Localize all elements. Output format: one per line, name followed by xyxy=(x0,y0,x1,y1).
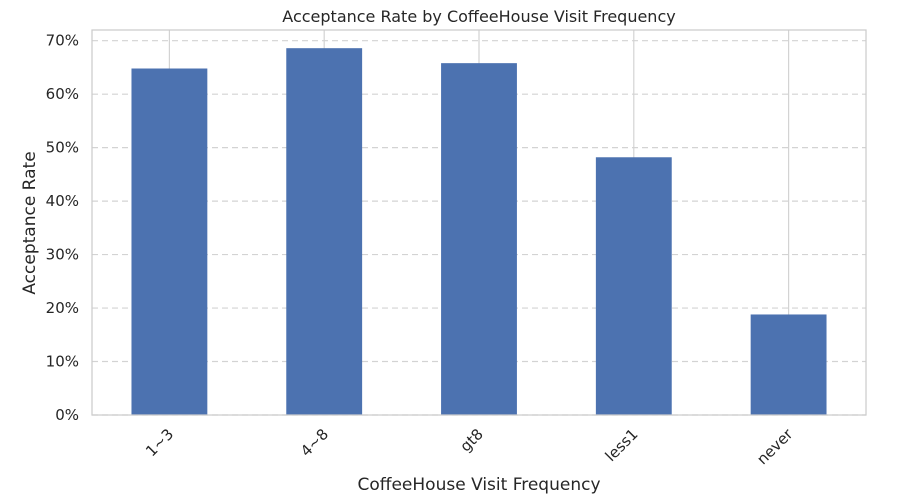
y-axis-title: Acceptance Rate xyxy=(20,151,40,294)
x-tick-label: 1~3 xyxy=(142,425,177,460)
y-tick-label: 60% xyxy=(46,85,79,103)
bar-less1 xyxy=(595,157,672,415)
y-tick-label: 70% xyxy=(46,32,79,50)
y-tick-label: 0% xyxy=(55,406,79,424)
bars xyxy=(131,48,827,416)
x-tick-label: less1 xyxy=(602,425,642,465)
bar-1~3 xyxy=(131,68,208,415)
bar-gt8 xyxy=(441,63,517,416)
x-tick-labels: 1~3 4~8 gt8 less1 never xyxy=(142,425,797,469)
bar-never xyxy=(750,314,827,415)
bar-4~8 xyxy=(286,48,363,416)
chart-title: Acceptance Rate by CoffeeHouse Visit Fre… xyxy=(282,7,675,26)
x-tick-label: 4~8 xyxy=(297,425,332,460)
x-axis-title: CoffeeHouse Visit Frequency xyxy=(357,475,600,495)
y-tick-label: 20% xyxy=(46,299,79,317)
x-tick-label: gt8 xyxy=(456,425,486,455)
x-tick-label: never xyxy=(753,425,797,469)
axes-frame xyxy=(91,29,867,416)
y-tick-labels: 0% 10% 20% 30% 40% 50% 60% 70% xyxy=(46,32,79,424)
y-tick-label: 10% xyxy=(46,353,79,371)
y-tick-label: 40% xyxy=(46,192,79,210)
y-tick-label: 30% xyxy=(46,246,79,264)
y-tick-label: 50% xyxy=(46,139,79,157)
